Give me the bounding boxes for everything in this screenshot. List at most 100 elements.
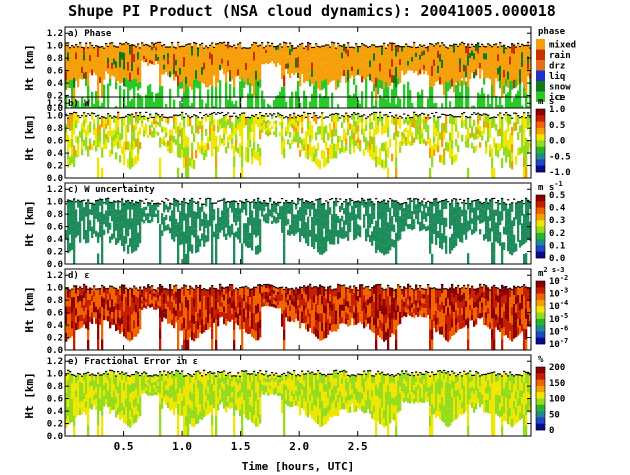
- data-cell: [113, 134, 116, 141]
- data-cell: [433, 220, 436, 228]
- data-cell: [429, 233, 432, 244]
- data-cell: [307, 50, 310, 59]
- data-cell: [151, 124, 154, 128]
- data-cell: [179, 143, 182, 151]
- cloud-top-mark: [211, 112, 214, 115]
- data-cell: [469, 63, 472, 69]
- data-cell: [339, 46, 342, 53]
- y-tick-label: 0.6: [47, 223, 63, 233]
- data-cell: [335, 55, 338, 63]
- data-cell: [473, 220, 476, 227]
- data-cell: [389, 68, 392, 78]
- data-cell: [259, 121, 262, 131]
- data-cell: [489, 200, 492, 208]
- data-cell: [83, 291, 86, 299]
- data-cell: [203, 62, 206, 70]
- data-cell: [491, 67, 494, 78]
- data-cell: [383, 218, 386, 228]
- data-cell: [205, 316, 208, 324]
- data-cell: [519, 217, 522, 225]
- cloud-top-mark: [197, 286, 200, 289]
- data-cell: [459, 58, 462, 66]
- cloud-top-mark: [449, 203, 452, 205]
- data-cell: [323, 46, 326, 55]
- data-cell: [425, 118, 428, 123]
- data-cell: [487, 235, 490, 242]
- data-cell: [357, 113, 360, 120]
- data-cell: [139, 221, 142, 230]
- data-cell: [195, 61, 198, 71]
- data-cell: [205, 235, 208, 243]
- data-cell: [153, 293, 156, 297]
- data-cell: [505, 78, 508, 87]
- cloud-top-mark: [377, 116, 380, 119]
- data-cell: [277, 95, 280, 108]
- data-cell: [371, 45, 374, 53]
- data-cell: [351, 124, 354, 130]
- data-cell: [403, 221, 406, 227]
- data-cell: [363, 128, 366, 136]
- data-cell: [245, 309, 248, 318]
- data-cell: [85, 78, 88, 87]
- data-cell: [225, 146, 228, 154]
- data-cell: [525, 198, 528, 210]
- data-cell: [269, 121, 272, 125]
- data-cell: [371, 144, 374, 152]
- data-cell: [323, 220, 326, 229]
- data-cell: [133, 228, 136, 236]
- data-cell: [173, 300, 176, 308]
- data-cell: [269, 131, 272, 135]
- data-cell: [211, 64, 214, 76]
- data-cell: [213, 131, 216, 138]
- data-cell: [105, 49, 108, 55]
- data-cell: [339, 70, 342, 77]
- data-cell: [235, 213, 238, 220]
- data-cell: [175, 291, 178, 298]
- data-cell: [243, 315, 246, 323]
- data-cell: [261, 43, 264, 47]
- data-cell: [433, 72, 436, 80]
- data-cell: [459, 44, 462, 52]
- data-cell: [187, 65, 190, 77]
- data-cell: [97, 211, 100, 222]
- cloud-top-mark: [293, 202, 296, 204]
- data-cell: [129, 115, 132, 125]
- data-cell: [375, 242, 378, 254]
- data-cell: [511, 102, 514, 108]
- data-cell: [137, 44, 140, 53]
- data-cell: [141, 57, 144, 61]
- data-cell: [483, 120, 486, 128]
- data-cell: [241, 88, 244, 99]
- data-cell: [469, 47, 472, 53]
- data-cell: [305, 222, 308, 230]
- data-cell: [257, 285, 260, 295]
- data-cell: [179, 296, 182, 304]
- data-cell: [493, 231, 496, 243]
- data-cell: [269, 299, 272, 303]
- cloud-top-mark: [249, 47, 252, 49]
- data-cell: [157, 49, 160, 54]
- data-cell: [503, 69, 506, 78]
- data-cell: [171, 296, 174, 302]
- data-cell: [331, 151, 334, 159]
- cloud-top-mark: [461, 113, 464, 115]
- data-cell: [479, 115, 482, 121]
- data-cell: [353, 227, 356, 234]
- data-cell: [469, 133, 472, 139]
- data-cell: [249, 240, 252, 248]
- data-cell: [393, 239, 396, 248]
- data-cell: [215, 167, 218, 178]
- data-cell: [377, 218, 380, 227]
- data-cell: [295, 122, 298, 128]
- data-cell: [157, 132, 160, 136]
- panel-4: d) ε0.00.20.40.60.81.01.2Ht [km]10-210-3…: [23, 266, 568, 356]
- data-cell: [175, 224, 178, 231]
- data-cell: [279, 212, 282, 217]
- cloud-top-mark: [73, 46, 76, 48]
- data-cell: [231, 52, 234, 58]
- data-cell: [465, 227, 468, 234]
- data-cell: [121, 300, 124, 309]
- data-cell: [121, 293, 124, 301]
- data-cell: [183, 67, 186, 78]
- colorbar-tick-label: -0.5: [549, 152, 571, 162]
